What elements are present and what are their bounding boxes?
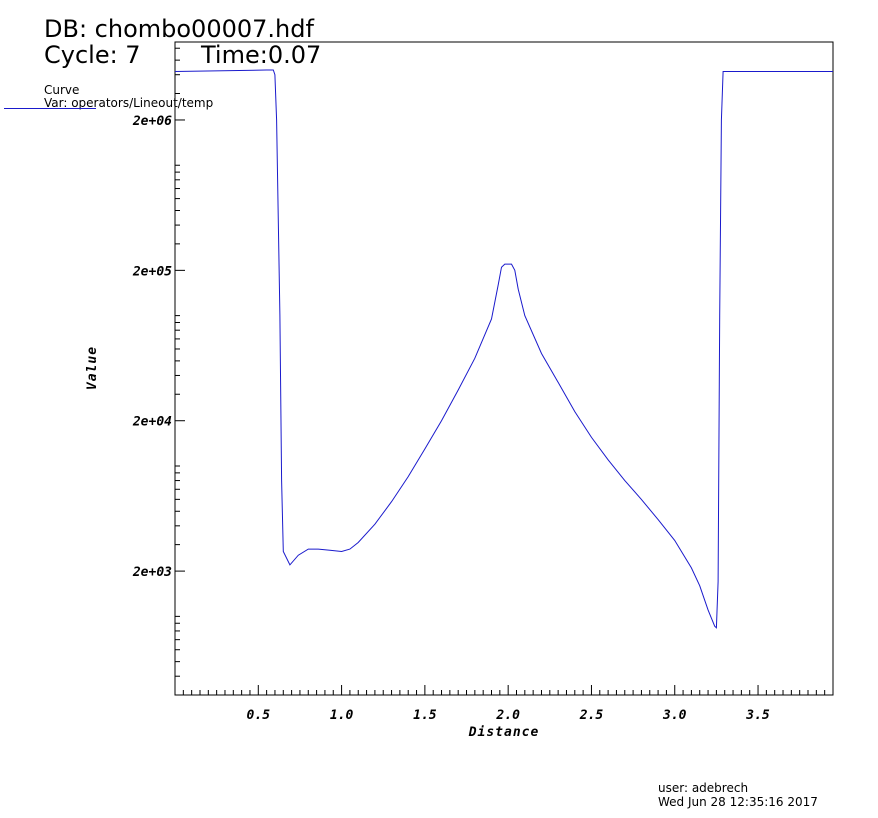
x-axis-title: Distance bbox=[468, 725, 540, 740]
footer-user: user: adebrech bbox=[658, 781, 749, 795]
x-axis-tick-labels: 0.5 1.0 1.5 2.0 2.5 3.0 3.5 bbox=[247, 708, 770, 723]
x-tick-label: 1.5 bbox=[413, 708, 437, 723]
y-tick-label: 2e+04 bbox=[132, 415, 172, 430]
plot-frame bbox=[174, 41, 834, 696]
y-axis-ticks bbox=[175, 47, 185, 696]
x-tick-label: 2.5 bbox=[579, 708, 604, 723]
x-tick-label: 3.5 bbox=[745, 708, 770, 723]
x-tick-label: 1.0 bbox=[330, 708, 354, 723]
legend-variable: Var: operators/Lineout/temp bbox=[44, 96, 214, 110]
series-line bbox=[174, 69, 833, 629]
y-axis-tick-labels: 2e+03 2e+04 2e+05 2e+06 bbox=[132, 114, 172, 580]
y-tick-label: 2e+06 bbox=[132, 114, 172, 129]
y-axis-title: Value bbox=[85, 346, 100, 390]
time-label: Time:0.07 bbox=[201, 41, 322, 69]
footer-date: Wed Jun 28 12:35:16 2017 bbox=[658, 795, 818, 809]
y-tick-label: 2e+05 bbox=[132, 264, 172, 279]
cycle-label: Cycle: 7 bbox=[44, 41, 141, 69]
x-tick-label: 0.5 bbox=[247, 708, 271, 723]
x-axis-ticks bbox=[182, 685, 826, 695]
legend-heading: Curve bbox=[44, 83, 80, 97]
database-title: DB: chombo00007.hdf bbox=[44, 15, 314, 43]
legend-line-swatch bbox=[4, 108, 96, 109]
y-tick-label: 2e+03 bbox=[132, 565, 172, 580]
x-tick-label: 2.0 bbox=[495, 708, 520, 723]
x-tick-label: 3.0 bbox=[662, 708, 687, 723]
